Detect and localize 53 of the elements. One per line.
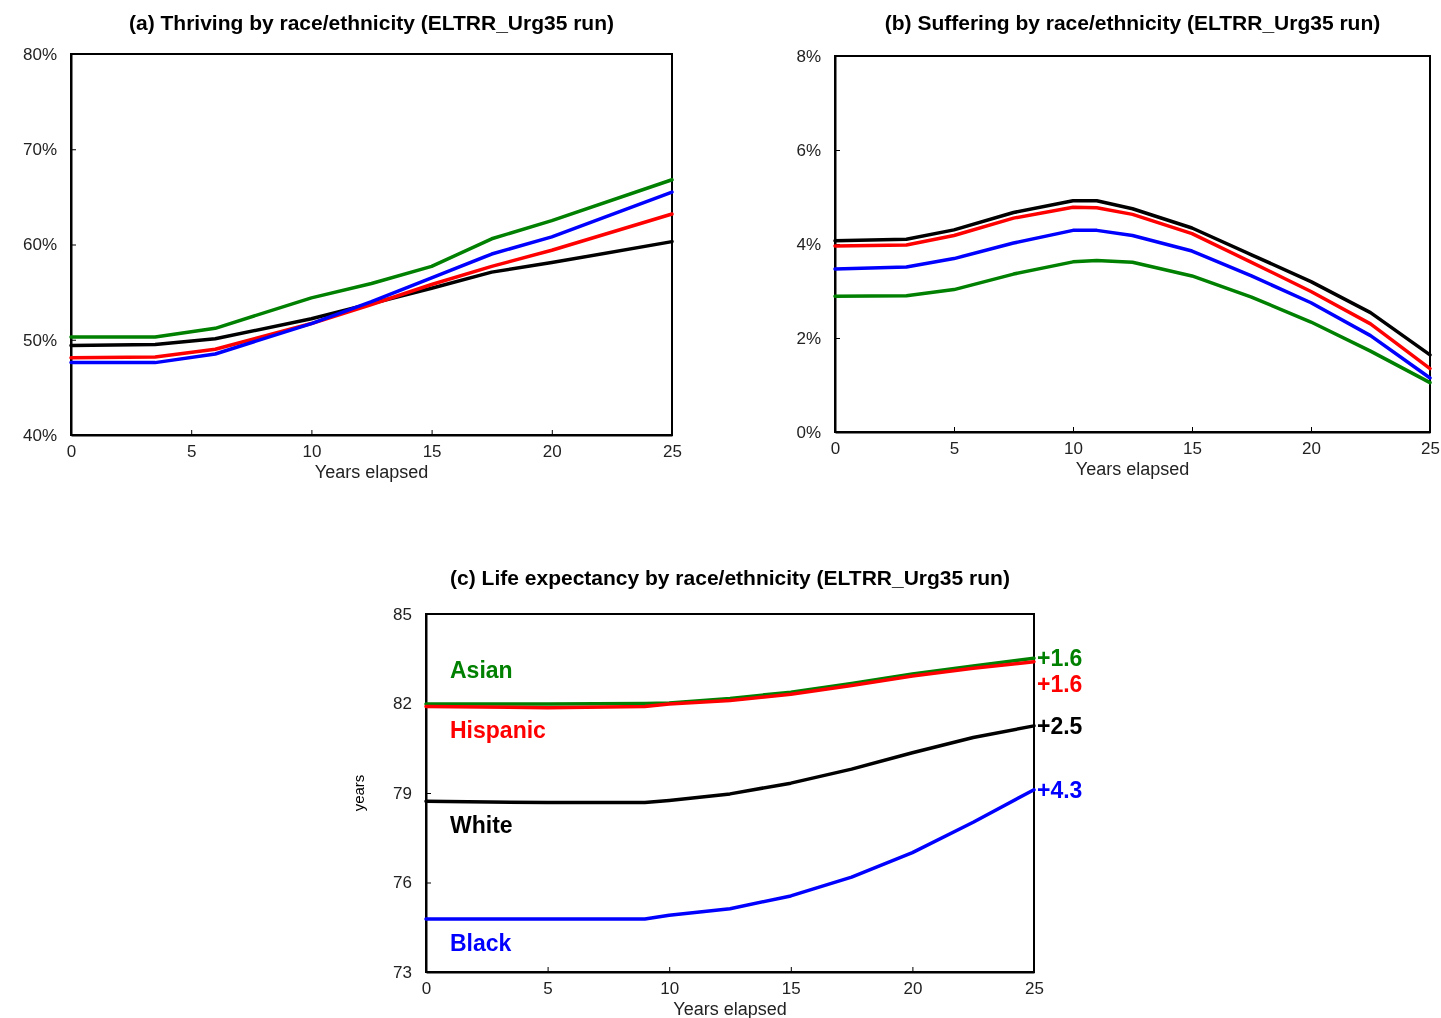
y-tick-label: 60% [22,235,57,255]
x-tick-label: 25 [1025,979,1044,999]
x-tick-label: 5 [543,979,553,999]
line-series [833,258,1432,385]
x-tick-label: 5 [949,439,960,459]
y-tick-label: 82 [393,694,412,714]
x-tick-label: 10 [302,442,322,462]
x-tick-label: 15 [422,442,442,462]
x-axis-title: Years elapsed [1075,459,1190,479]
x-tick-label: 5 [186,442,197,462]
x-tick-label: 15 [781,979,801,999]
line-series [69,190,674,365]
y-tick-label: 6% [796,140,821,160]
y-tick-label: 40% [22,425,57,445]
x-tick-label: 15 [1183,439,1202,459]
x-tick-label: 10 [1064,439,1083,459]
text: +1.6 [1037,671,1083,698]
y-axis-title: years [350,774,367,812]
y-tick-label: 8% [796,46,821,66]
line-series [69,177,674,339]
series-label: Black [450,929,512,956]
chart-title: (a) Thriving by race/ethnicity (ELTRR_Urg35 run) [128,11,615,34]
y-tick-label: 79 [393,783,412,803]
y-tick-label: 2% [796,328,821,348]
x-axis-title: Years elapsed [673,999,787,1018]
text: +1.6 [1037,645,1083,672]
y-tick-label: 76 [393,873,412,893]
series-label: Hispanic [450,717,547,744]
y-tick-label: 4% [796,234,821,254]
y-tick-label: 85 [393,604,412,624]
series-label: White [450,812,513,839]
x-tick-label: 20 [903,979,923,999]
y-tick-label: 0% [796,422,821,442]
x-tick-label: 0 [66,442,77,462]
y-tick-label: 73 [393,962,412,982]
text: +2.5 [1037,712,1083,739]
y-tick-label: 70% [22,140,57,160]
text: +4.3 [1037,776,1083,803]
line-series [833,228,1432,380]
line-series [424,787,1036,921]
x-tick-label: 25 [663,442,682,462]
x-tick-label: 10 [660,979,680,999]
x-tick-label: 0 [830,439,841,459]
chart-title: (c) Life expectancy by race/ethnicity (ELTRR_Urg35 run) [450,566,1010,589]
x-tick-label: 25 [1421,439,1440,459]
x-tick-label: 20 [1302,439,1321,459]
series-label: Asian [450,657,513,684]
y-tick-label: 50% [22,330,57,350]
y-tick-label: 80% [22,44,57,64]
x-axis-title: Years elapsed [314,462,429,482]
x-tick-label: 20 [542,442,562,462]
chart-title: (b) Suffering by race/ethnicity (ELTRR_Urg35 run) [884,11,1381,34]
x-tick-label: 0 [421,979,432,999]
